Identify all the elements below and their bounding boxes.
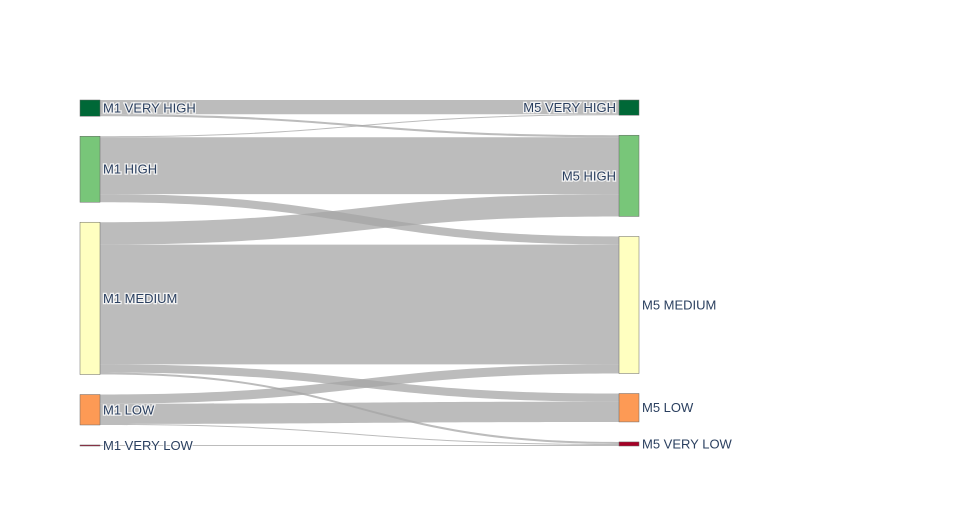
node-m5-vh[interactable] [618,99,640,116]
node-label-m5-vh: M5 VERY HIGH [523,100,616,115]
link-m1_vl-to-m5_vl[interactable] [100,444,619,446]
node-label-m1-h: M1 HIGH [103,162,157,177]
node-m1-vl[interactable] [79,444,101,447]
link-m1_h-to-m5_vh[interactable] [100,114,619,138]
links-layer [100,100,619,446]
node-m1-m[interactable] [79,221,101,375]
node-m1-h[interactable] [79,135,101,203]
node-m1-l[interactable] [79,394,101,426]
labels-layer: M1 VERY HIGH M1 HIGH M1 MEDIUM M1 LOW M1 VER… [102,99,734,454]
node-m5-vl[interactable] [618,441,640,447]
link-m1_m-to-m5_m[interactable] [100,244,619,365]
node-label-m5-l: M5 LOW [642,400,694,415]
node-label-m1-vh: M1 VERY HIGH [103,101,196,116]
link-m1_m-to-m5_h[interactable] [100,194,619,245]
node-m5-m[interactable] [618,236,640,374]
node-m5-h[interactable] [618,134,640,217]
node-label-m5-m: M5 MEDIUM [642,297,716,312]
node-label-m1-l: M1 LOW [103,402,155,417]
node-label-m5-h: M5 HIGH [562,168,616,183]
node-m5-l[interactable] [618,393,640,423]
link-m1_h-to-m5_h[interactable] [100,137,619,195]
node-label-m1-m: M1 MEDIUM [103,291,177,306]
link-m1_l-to-m5_vl[interactable] [100,423,619,445]
node-label-m5-vl: M5 VERY LOW [642,436,733,451]
node-label-m1-vl: M1 VERY LOW [103,438,194,453]
node-m1-vh[interactable] [79,99,101,117]
link-m1_l-to-m5_m[interactable] [100,364,619,404]
link-m1_l-to-m5_l[interactable] [100,401,619,424]
link-m1_vh-to-m5_vh[interactable] [100,100,619,115]
nodes-layer [79,99,640,447]
